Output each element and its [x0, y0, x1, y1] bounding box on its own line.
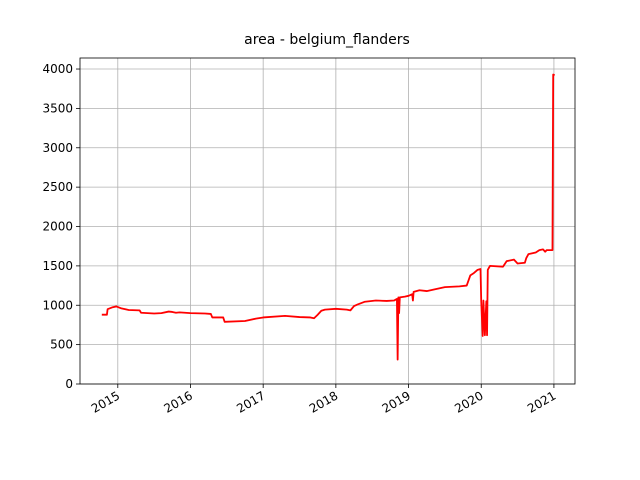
y-tick-label: 2500 [42, 180, 73, 194]
x-tick-label: 2016 [162, 388, 195, 415]
x-tick-label: 2021 [525, 388, 558, 415]
y-tick-label: 3500 [42, 101, 73, 115]
chart-title: area - belgium_flanders [244, 32, 410, 48]
y-tick-label: 4000 [42, 62, 73, 76]
y-tick-label: 1000 [42, 298, 73, 312]
x-tick-label: 2017 [234, 388, 267, 415]
data-line [101, 73, 556, 361]
y-tick-label: 3000 [42, 141, 73, 155]
y-tick-label: 0 [65, 377, 73, 391]
y-tick-label: 500 [50, 338, 73, 352]
plot-frame [79, 57, 576, 385]
x-tick-label: 2019 [380, 388, 413, 415]
x-tick-label: 2015 [89, 388, 122, 415]
x-tick-label: 2020 [452, 388, 485, 415]
y-tick-label: 2000 [42, 220, 73, 234]
x-tick-label: 2018 [307, 388, 340, 415]
y-tick-label: 1500 [42, 259, 73, 273]
